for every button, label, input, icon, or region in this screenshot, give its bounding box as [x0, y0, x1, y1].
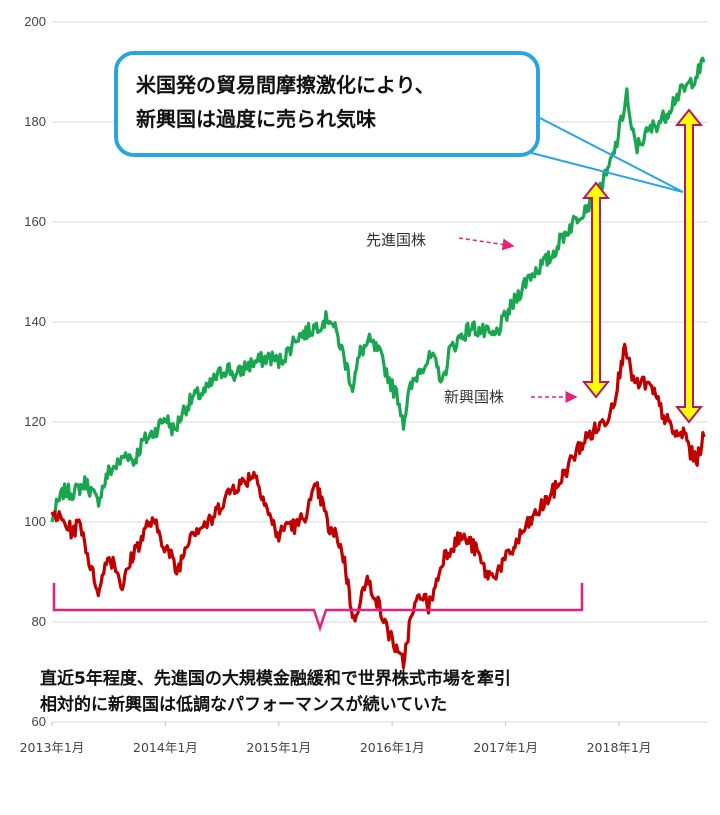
y-tick-label-140: 140	[24, 314, 46, 329]
developed-label-group: 先進国株	[366, 231, 515, 251]
developed-label: 先進国株	[366, 231, 426, 249]
gap-arrow-2017	[581, 181, 611, 399]
y-tick-label-80: 80	[32, 614, 46, 629]
y-tick-label-200: 200	[24, 14, 46, 29]
series-line-1	[50, 342, 706, 670]
x-tick-label-1: 2014年1月	[133, 740, 198, 755]
period-brace	[52, 583, 584, 632]
bottom-note-line-2: 相対的に新興国は低調なパフォーマンスが続いていた	[40, 694, 447, 715]
y-tick-label-60: 60	[32, 714, 46, 729]
y-axis: 60 80 100 120 140 160 180 200	[24, 14, 46, 729]
callout-line-1: 米国発の貿易間摩擦激化により、	[136, 73, 435, 97]
x-tick-label-5: 2018年1月	[587, 740, 652, 755]
x-tick-label-2: 2015年1月	[246, 740, 311, 755]
x-tick-label-4: 2017年1月	[473, 740, 538, 755]
x-tick-label-0: 2013年1月	[20, 740, 85, 755]
y-tick-label-160: 160	[24, 214, 46, 229]
x-axis: 2013年1月 2014年1月 2015年1月 2016年1月 2017年1月 2018年…	[20, 722, 652, 755]
x-tick-label-3: 2016年1月	[360, 740, 425, 755]
emerging-label: 新興国株	[444, 388, 504, 406]
callout-line-2: 新興国は過度に売られ気味	[136, 107, 376, 131]
y-tick-label-180: 180	[24, 114, 46, 129]
callout-bubble: 米国発の貿易間摩擦激化により、 新興国は過度に売られ気味	[114, 51, 684, 193]
emerging-label-group: 新興国株	[444, 388, 578, 406]
y-tick-label-100: 100	[24, 514, 46, 529]
gap-arrow-2018	[674, 108, 704, 424]
y-tick-label-120: 120	[24, 414, 46, 429]
bottom-note-line-1: 直近5年程度、先進国の大規模金融緩和で世界株式市場を牽引	[40, 668, 511, 689]
